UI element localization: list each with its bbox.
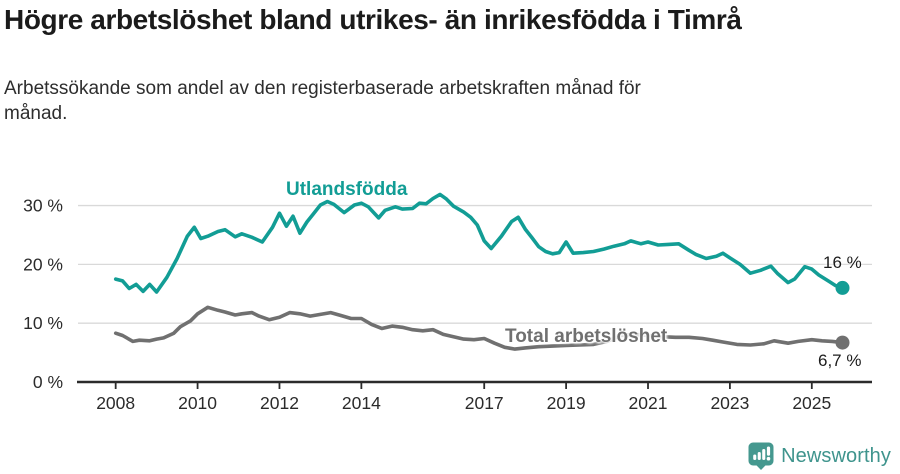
svg-text:2008: 2008: [96, 393, 135, 413]
end-value-label-utlandsfodda: 16 %: [823, 253, 862, 272]
svg-text:2021: 2021: [629, 393, 668, 413]
svg-text:2014: 2014: [342, 393, 381, 413]
svg-text:20 %: 20 %: [23, 254, 63, 274]
svg-text:10 %: 10 %: [23, 313, 63, 333]
svg-text:2012: 2012: [260, 393, 299, 413]
svg-text:2017: 2017: [465, 393, 504, 413]
svg-text:2019: 2019: [547, 393, 586, 413]
end-value-label-total: 6,7 %: [818, 351, 862, 370]
svg-text:2025: 2025: [792, 393, 831, 413]
brand-name: Newsworthy: [781, 444, 891, 467]
svg-text:2023: 2023: [710, 393, 749, 413]
svg-text:2010: 2010: [178, 393, 217, 413]
page-title: Högre arbetslöshet bland utrikes- än inr…: [4, 4, 742, 35]
svg-text:30 %: 30 %: [23, 196, 63, 216]
series-label-utlandsfodda: Utlandsfödda: [286, 179, 408, 200]
chart-subtitle: Arbetssökande som andel av den registerb…: [4, 78, 641, 125]
newsworthy-brand: Newsworthy: [748, 442, 891, 470]
series-label-total-arbetsloshet: Total arbetslöshet: [505, 326, 668, 347]
newsworthy-logo-icon: [748, 442, 774, 470]
svg-text:0 %: 0 %: [33, 372, 63, 392]
